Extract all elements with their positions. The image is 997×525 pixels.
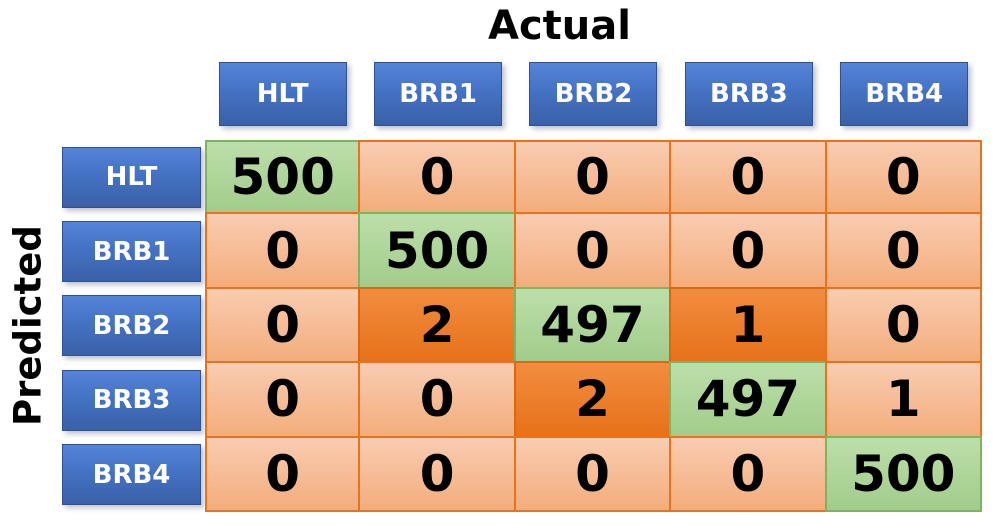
matrix-cell: 0 [824, 286, 982, 364]
row-header-brb1: BRB1 [62, 221, 201, 283]
matrix-cell: 0 [513, 435, 672, 512]
matrix-cell: 0 [205, 212, 361, 289]
matrix-grid: 500 0 0 0 0 0 500 0 0 0 0 2 497 1 0 0 0 … [205, 140, 982, 512]
matrix-cell: 0 [205, 286, 361, 364]
matrix-cell: 0 [513, 212, 672, 289]
matrix-cell: 0 [205, 435, 361, 512]
column-header-brb4: BRB4 [840, 62, 969, 126]
row-header-brb4: BRB4 [62, 444, 201, 506]
matrix-cell: 497 [669, 361, 827, 438]
matrix-cell: 2 [358, 286, 516, 364]
column-header-hlt: HLT [218, 62, 347, 126]
y-axis-title: Predicted [6, 225, 50, 427]
matrix-cell: 500 [824, 435, 982, 512]
matrix-cell: 0 [513, 140, 672, 215]
matrix-cell: 0 [824, 140, 982, 215]
matrix-cell: 0 [824, 212, 982, 289]
matrix-cell: 2 [513, 361, 672, 438]
matrix-cell: 500 [358, 212, 516, 289]
matrix-cell: 0 [669, 140, 827, 215]
matrix-cell: 500 [205, 140, 361, 215]
row-headers: HLT BRB1 BRB2 BRB3 BRB4 [55, 140, 201, 512]
row-header-brb2: BRB2 [62, 295, 201, 357]
matrix-cell: 0 [205, 361, 361, 438]
x-axis-title: Actual [488, 3, 631, 49]
matrix-cell: 0 [358, 140, 516, 215]
column-header-brb2: BRB2 [529, 62, 658, 126]
column-header-brb1: BRB1 [374, 62, 503, 126]
matrix-cell: 0 [358, 361, 516, 438]
matrix-cell: 497 [513, 286, 672, 364]
column-headers: HLT BRB1 BRB2 BRB3 BRB4 [205, 62, 982, 126]
matrix-cell: 0 [669, 435, 827, 512]
matrix-cell: 0 [669, 212, 827, 289]
matrix-cell: 0 [358, 435, 516, 512]
row-header-hlt: HLT [62, 146, 201, 208]
column-header-brb3: BRB3 [684, 62, 813, 126]
matrix-cell: 1 [824, 361, 982, 438]
row-header-brb3: BRB3 [62, 369, 201, 431]
matrix-cell: 1 [669, 286, 827, 364]
